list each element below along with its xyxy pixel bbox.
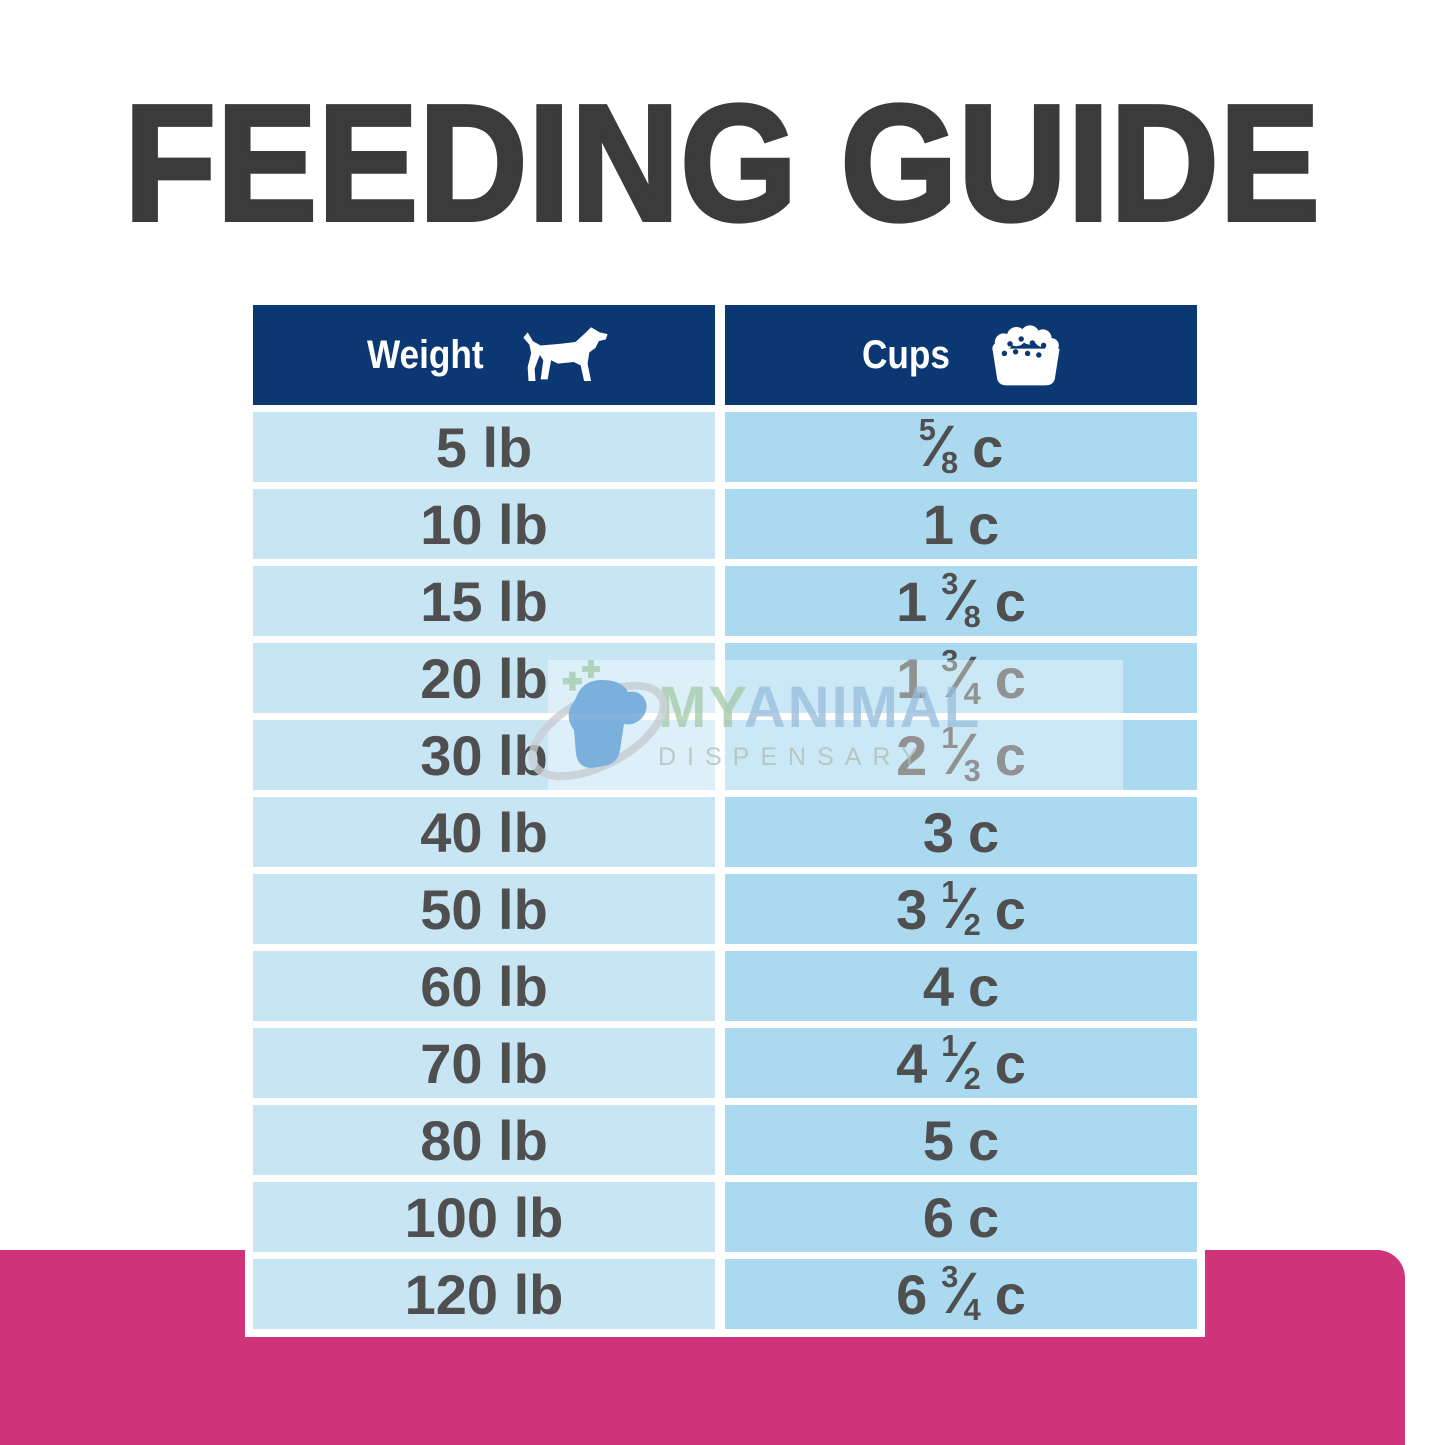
cups-cell: 4 1 ⁄ 2 c xyxy=(725,1028,1197,1098)
cups-whole: 6 xyxy=(896,1262,928,1326)
cups-fraction: 3 ⁄ 4 xyxy=(941,643,981,712)
cups-unit: c xyxy=(968,1108,1000,1172)
cups-whole: 4 xyxy=(896,1031,928,1095)
cups-whole: 5 xyxy=(922,1108,954,1172)
cups-whole: 3 xyxy=(896,877,928,941)
weight-cell: 30 lb xyxy=(253,720,715,790)
column-header-cups: Cups xyxy=(725,305,1197,405)
cups-unit: c xyxy=(968,1185,1000,1249)
weight-cell: 15 lb xyxy=(253,566,715,636)
column-header-weight: Weight xyxy=(253,305,715,405)
cups-whole: 1 xyxy=(896,646,928,710)
weight-cell: 5 lb xyxy=(253,412,715,482)
weight-header-label: Weight xyxy=(366,332,484,377)
cups-unit: c xyxy=(972,415,1004,479)
cups-unit: c xyxy=(968,492,1000,556)
cups-fraction: 1 ⁄ 2 xyxy=(941,874,981,943)
cups-whole: 2 xyxy=(896,723,928,787)
cups-whole: 6 xyxy=(922,1185,954,1249)
cups-fraction: 1 ⁄ 3 xyxy=(941,720,981,789)
cups-unit: c xyxy=(994,569,1026,633)
dog-icon xyxy=(521,322,609,388)
weight-cell: 50 lb xyxy=(253,874,715,944)
weight-cell: 120 lb xyxy=(253,1259,715,1329)
cups-cell: 1 3 ⁄ 8 c xyxy=(725,566,1197,636)
cups-header-label: Cups xyxy=(862,332,950,377)
weight-cell: 20 lb xyxy=(253,643,715,713)
cups-unit: c xyxy=(968,954,1000,1018)
cups-whole: 3 xyxy=(922,800,954,864)
cups-unit: c xyxy=(994,1031,1026,1095)
cups-fraction: 3 ⁄ 4 xyxy=(941,1259,981,1328)
cups-unit: c xyxy=(994,1262,1026,1326)
page-title: FEEDING GUIDE xyxy=(122,68,1321,257)
cups-whole: 4 xyxy=(922,954,954,1018)
cups-whole: 1 xyxy=(922,492,954,556)
cups-unit: c xyxy=(994,877,1026,941)
weight-cell: 80 lb xyxy=(253,1105,715,1175)
cups-cell: 6 3 ⁄ 4 c xyxy=(725,1259,1197,1329)
cups-cell: 1 3 ⁄ 4 c xyxy=(725,643,1197,713)
cups-cell: 2 1 ⁄ 3 c xyxy=(725,720,1197,790)
weight-cell: 60 lb xyxy=(253,951,715,1021)
feeding-table: Weight Cups xyxy=(245,297,1205,1337)
cups-unit: c xyxy=(994,646,1026,710)
cups-fraction: 1 ⁄ 2 xyxy=(941,1028,981,1097)
cups-fraction: 3 ⁄ 8 xyxy=(941,566,981,635)
weight-cell: 40 lb xyxy=(253,797,715,867)
cups-fraction: 5 ⁄ 8 xyxy=(918,412,959,481)
weight-cell: 70 lb xyxy=(253,1028,715,1098)
weight-cell: 100 lb xyxy=(253,1182,715,1252)
weight-cell: 10 lb xyxy=(253,489,715,559)
cups-cell: 5 ⁄ 8 c xyxy=(725,412,1197,482)
cups-cell: 3 1 ⁄ 2 c xyxy=(725,874,1197,944)
cups-unit: c xyxy=(994,723,1026,787)
cups-unit: c xyxy=(968,800,1000,864)
food-bowl-icon xyxy=(986,321,1066,389)
cups-whole: 1 xyxy=(896,569,928,633)
